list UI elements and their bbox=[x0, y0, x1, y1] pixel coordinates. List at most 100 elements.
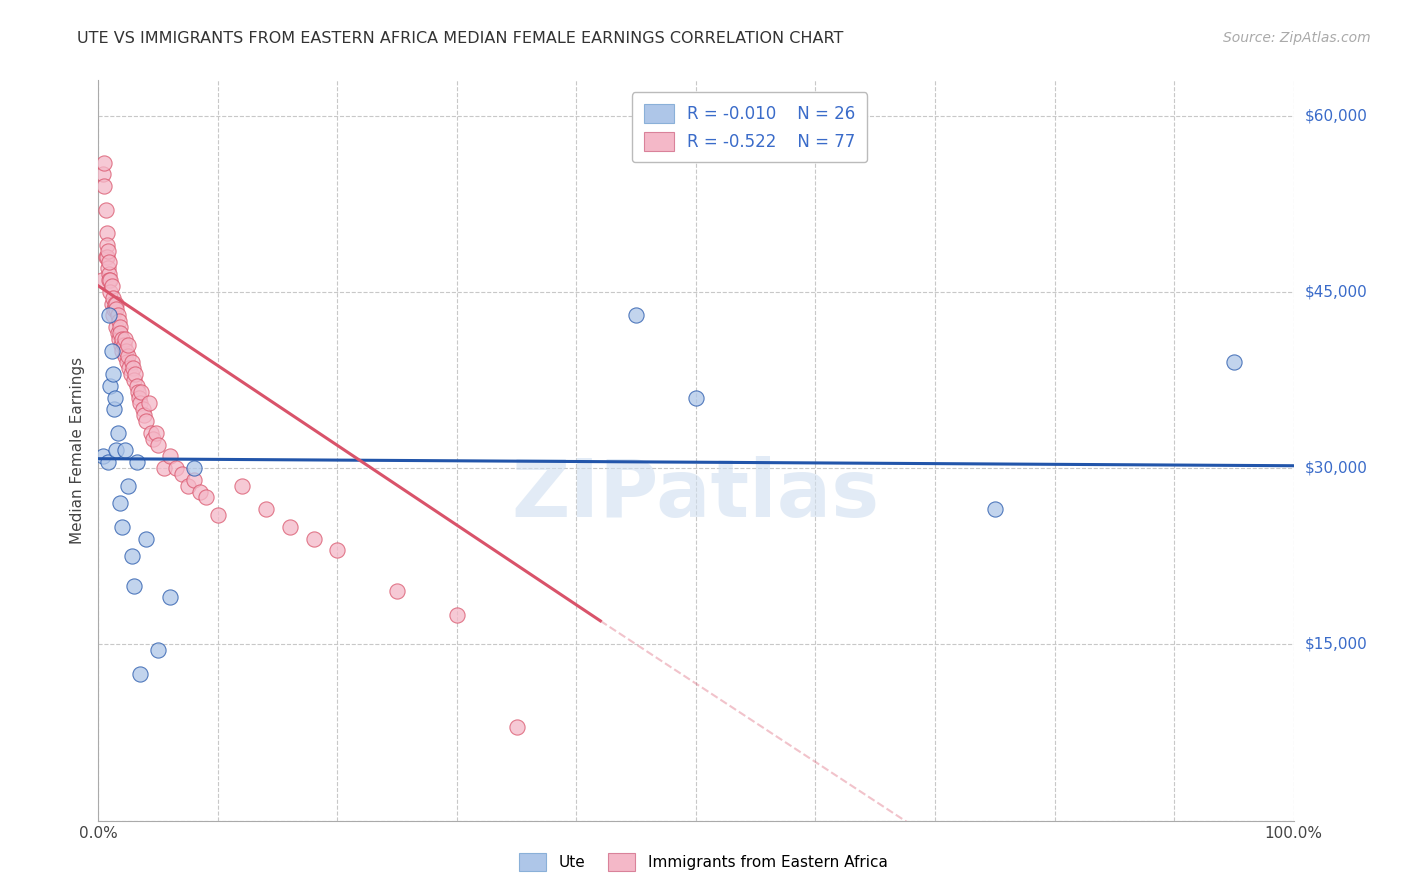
Point bbox=[105, 296, 128, 310]
Point bbox=[111, 343, 134, 358]
Point bbox=[97, 261, 120, 276]
Point bbox=[111, 520, 134, 534]
Point bbox=[1223, 355, 1246, 369]
Point bbox=[104, 391, 127, 405]
Point bbox=[124, 579, 146, 593]
Point bbox=[100, 279, 122, 293]
Point bbox=[93, 179, 115, 194]
Point bbox=[148, 437, 170, 451]
Point bbox=[117, 337, 139, 351]
Text: $60,000: $60,000 bbox=[1305, 108, 1368, 123]
Point bbox=[165, 461, 187, 475]
Point bbox=[107, 425, 129, 440]
Point bbox=[98, 273, 122, 287]
Legend: R = -0.010    N = 26, R = -0.522    N = 77: R = -0.010 N = 26, R = -0.522 N = 77 bbox=[631, 92, 868, 162]
Point bbox=[105, 320, 128, 334]
Text: Source: ZipAtlas.com: Source: ZipAtlas.com bbox=[1223, 31, 1371, 45]
Point bbox=[108, 326, 131, 340]
Point bbox=[124, 367, 146, 381]
Point bbox=[139, 425, 162, 440]
Point bbox=[112, 337, 135, 351]
Point bbox=[984, 502, 1007, 516]
Point bbox=[125, 455, 148, 469]
Point bbox=[385, 584, 409, 599]
Point bbox=[100, 343, 122, 358]
Point bbox=[103, 302, 125, 317]
Point bbox=[107, 314, 129, 328]
Point bbox=[148, 643, 170, 657]
Point bbox=[302, 532, 325, 546]
Point bbox=[145, 425, 167, 440]
Point bbox=[131, 402, 153, 417]
Point bbox=[94, 250, 117, 264]
Point bbox=[98, 273, 121, 287]
Point bbox=[115, 355, 138, 369]
Point bbox=[122, 361, 145, 376]
Point bbox=[97, 455, 120, 469]
Point bbox=[129, 396, 152, 410]
Point bbox=[107, 326, 129, 340]
Point bbox=[278, 520, 301, 534]
Point bbox=[142, 432, 165, 446]
Point bbox=[114, 443, 136, 458]
Point bbox=[254, 502, 277, 516]
Point bbox=[188, 484, 211, 499]
Point bbox=[98, 285, 122, 299]
Point bbox=[103, 402, 125, 417]
Point bbox=[506, 720, 529, 734]
Point bbox=[121, 355, 143, 369]
Point bbox=[131, 384, 153, 399]
Point bbox=[129, 666, 152, 681]
Point bbox=[94, 202, 117, 217]
Point bbox=[96, 237, 118, 252]
Point bbox=[159, 450, 181, 464]
Point bbox=[153, 461, 176, 475]
Point bbox=[117, 350, 139, 364]
Point bbox=[101, 291, 124, 305]
Point bbox=[110, 337, 132, 351]
Point bbox=[91, 273, 114, 287]
Point bbox=[446, 607, 468, 622]
Point bbox=[114, 332, 136, 346]
Text: UTE VS IMMIGRANTS FROM EASTERN AFRICA MEDIAN FEMALE EARNINGS CORRELATION CHART: UTE VS IMMIGRANTS FROM EASTERN AFRICA ME… bbox=[77, 31, 844, 46]
Point bbox=[124, 373, 146, 387]
Point bbox=[121, 549, 143, 564]
Point bbox=[104, 296, 127, 310]
Point bbox=[107, 332, 129, 346]
Point bbox=[685, 391, 707, 405]
Point bbox=[127, 384, 149, 399]
Point bbox=[120, 367, 142, 381]
Point bbox=[114, 350, 136, 364]
Point bbox=[138, 396, 160, 410]
Point bbox=[626, 308, 648, 322]
Point bbox=[177, 479, 200, 493]
Point bbox=[98, 308, 121, 322]
Point bbox=[98, 379, 122, 393]
Point bbox=[101, 308, 124, 322]
Text: $30,000: $30,000 bbox=[1305, 460, 1368, 475]
Point bbox=[98, 267, 121, 281]
Point bbox=[115, 343, 138, 358]
Point bbox=[93, 155, 115, 169]
Point bbox=[91, 167, 114, 181]
Point bbox=[132, 408, 155, 422]
Point bbox=[172, 467, 194, 481]
Point bbox=[105, 302, 128, 317]
Point bbox=[118, 361, 141, 376]
Point bbox=[111, 332, 134, 346]
Point bbox=[135, 532, 157, 546]
Text: ZIPatlas: ZIPatlas bbox=[512, 456, 880, 534]
Point bbox=[207, 508, 229, 522]
Point bbox=[108, 496, 131, 510]
Y-axis label: Median Female Earnings: Median Female Earnings bbox=[70, 357, 86, 544]
Point bbox=[91, 450, 114, 464]
Point bbox=[101, 367, 124, 381]
Point bbox=[326, 543, 349, 558]
Point bbox=[159, 591, 181, 605]
Point bbox=[96, 250, 118, 264]
Point bbox=[195, 491, 218, 505]
Point bbox=[183, 473, 205, 487]
Point bbox=[125, 379, 148, 393]
Point bbox=[97, 244, 120, 258]
Point bbox=[107, 308, 129, 322]
